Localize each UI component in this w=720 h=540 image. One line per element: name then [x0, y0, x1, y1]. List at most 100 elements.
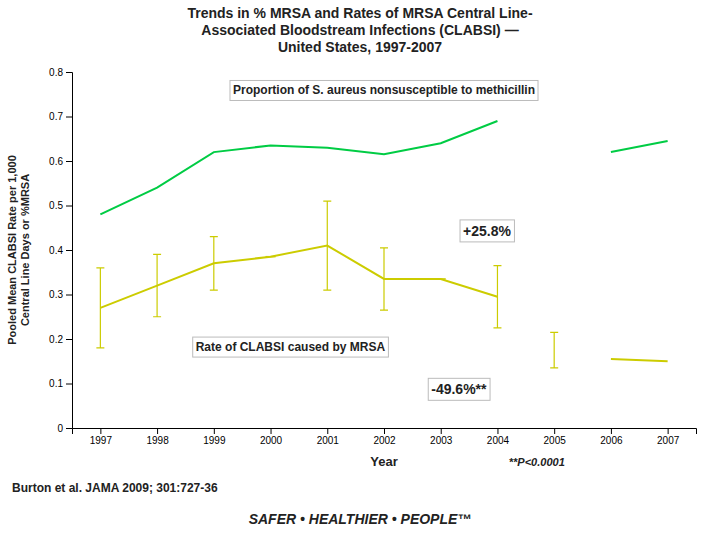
y-tick-label: 0.3	[49, 289, 63, 300]
error-bar	[323, 201, 331, 290]
x-tick-label: 2000	[260, 435, 283, 446]
y-tick-label: 0.2	[49, 334, 63, 345]
y-tick-mark	[66, 339, 72, 340]
y-tick: 0.3	[49, 289, 72, 300]
x-tick: 2001	[317, 428, 340, 446]
series-line	[100, 121, 667, 214]
x-tick-label: 1999	[203, 435, 226, 446]
x-tick: 2007	[657, 428, 680, 446]
annotation-box	[428, 378, 490, 400]
y-tick-label: 0.4	[49, 245, 63, 256]
series-line	[100, 246, 667, 362]
x-tick-label: 2003	[430, 435, 453, 446]
x-tick-mark	[668, 428, 669, 434]
x-axis: 1997 1998 1999 2000 2001 2002 2003 2004 2005 2006…	[73, 428, 697, 446]
x-tick-mark	[611, 428, 612, 434]
x-tick-mark	[384, 428, 385, 434]
chart-container: Trends in % MRSA and Rates of MRSA Centr…	[0, 0, 720, 540]
series-label: Proportion of S. aureus nonsusceptible t…	[233, 83, 535, 97]
error-bar	[550, 332, 558, 368]
y-tick-label: 0	[57, 423, 63, 434]
x-tick: 2000	[260, 428, 283, 446]
y-tick-mark	[66, 72, 72, 73]
title: United States, 1997-2007	[278, 39, 442, 55]
x-tick-label: 2004	[487, 435, 510, 446]
marks	[96, 121, 667, 368]
annotation: -49.6%**	[431, 381, 487, 397]
dash-marker	[266, 256, 276, 258]
y-axis: 0 0.1 0.2 0.3 0.4 0.5 0.6 0.7 0.8	[49, 67, 72, 434]
x-tick-mark	[441, 428, 442, 434]
y-tick-mark	[66, 384, 72, 385]
y-tick-mark	[66, 250, 72, 251]
x-tick: 2005	[544, 428, 567, 446]
x-tick: 2004	[487, 428, 510, 446]
y-axis-title-line: Central Line Days or %MRSA	[19, 174, 31, 326]
y-tick-mark	[66, 428, 72, 429]
y-tick-label: 0.1	[49, 378, 63, 389]
x-tick: 2002	[373, 428, 396, 446]
x-tick-mark	[271, 428, 272, 434]
series-label-box	[230, 80, 538, 100]
x-tick-mark	[157, 428, 158, 434]
y-tick: 0.5	[49, 200, 72, 211]
annotation: +25.8%	[463, 223, 511, 239]
error-bar	[153, 254, 161, 316]
p-value-group: **P<0.0001	[509, 456, 565, 468]
citation-group: Burton et al. JAMA 2009; 301:727-36	[12, 481, 218, 495]
y-tick-label: 0.8	[49, 67, 63, 78]
series-label: Rate of CLABSI caused by MRSA	[196, 340, 386, 354]
y-tick-label: 0.5	[49, 200, 63, 211]
title: Trends in % MRSA and Rates of MRSA Centr…	[187, 5, 532, 21]
footer-group: SAFER • HEALTHIER • PEOPLE™	[249, 511, 472, 527]
y-tick-label: 0.7	[49, 111, 63, 122]
x-tick: 2006	[600, 428, 623, 446]
error-bar	[96, 268, 104, 348]
series-label-group: Proportion of S. aureus nonsusceptible t…	[230, 80, 538, 100]
footer: SAFER • HEALTHIER • PEOPLE™	[249, 511, 472, 527]
error-bar	[380, 248, 388, 310]
y-tick-mark	[66, 117, 72, 118]
x-tick-label: 1997	[90, 435, 113, 446]
dash-marker	[436, 278, 446, 280]
y-tick-mark	[66, 206, 72, 207]
y-tick-label: 0.6	[49, 156, 63, 167]
x-tick-label: 2007	[657, 435, 680, 446]
series-label-box	[193, 337, 389, 357]
y-axis-title: Pooled Mean CLABSI Rate per 1,000Central…	[6, 155, 31, 345]
y-tick: 0.6	[49, 156, 72, 167]
x-tick-mark	[497, 428, 498, 434]
y-axis-title-line: Pooled Mean CLABSI Rate per 1,000	[6, 155, 18, 345]
x-tick-mark	[214, 428, 215, 434]
y-tick-mark	[66, 295, 72, 296]
x-tick-mark	[327, 428, 328, 434]
x-tick: 2003	[430, 428, 453, 446]
title: Associated Bloodstream Infections (CLABS…	[201, 22, 518, 38]
y-tick: 0.2	[49, 334, 72, 345]
x-tick-mark	[100, 428, 101, 434]
series-label-group: Rate of CLABSI caused by MRSA	[193, 337, 389, 357]
citation: Burton et al. JAMA 2009; 301:727-36	[12, 481, 218, 495]
annotation-group: -49.6%**	[428, 378, 490, 400]
x-tick-label: 2001	[317, 435, 340, 446]
y-tick-mark	[66, 161, 72, 162]
y-tick: 0.7	[49, 111, 72, 122]
annotation-box	[460, 220, 514, 242]
x-axis-line	[73, 429, 697, 435]
x-tick-mark	[554, 428, 555, 434]
annotation-group: +25.8%	[460, 220, 514, 242]
labels: Proportion of S. aureus nonsusceptible t…	[12, 80, 565, 527]
y-tick: 0.4	[49, 245, 72, 256]
x-tick-label: 2006	[600, 435, 623, 446]
x-tick: 1997	[90, 428, 113, 446]
x-tick-label: 2005	[544, 435, 567, 446]
y-tick: 0.1	[49, 378, 72, 389]
y-tick: 0	[57, 423, 72, 434]
error-bar	[210, 237, 218, 290]
x-tick-label: 2002	[373, 435, 396, 446]
x-tick-label: 1998	[146, 435, 169, 446]
x-tick: 1999	[203, 428, 226, 446]
x-axis-title: Year	[370, 454, 397, 469]
error-bar	[493, 266, 501, 328]
y-axis-line	[66, 73, 73, 429]
